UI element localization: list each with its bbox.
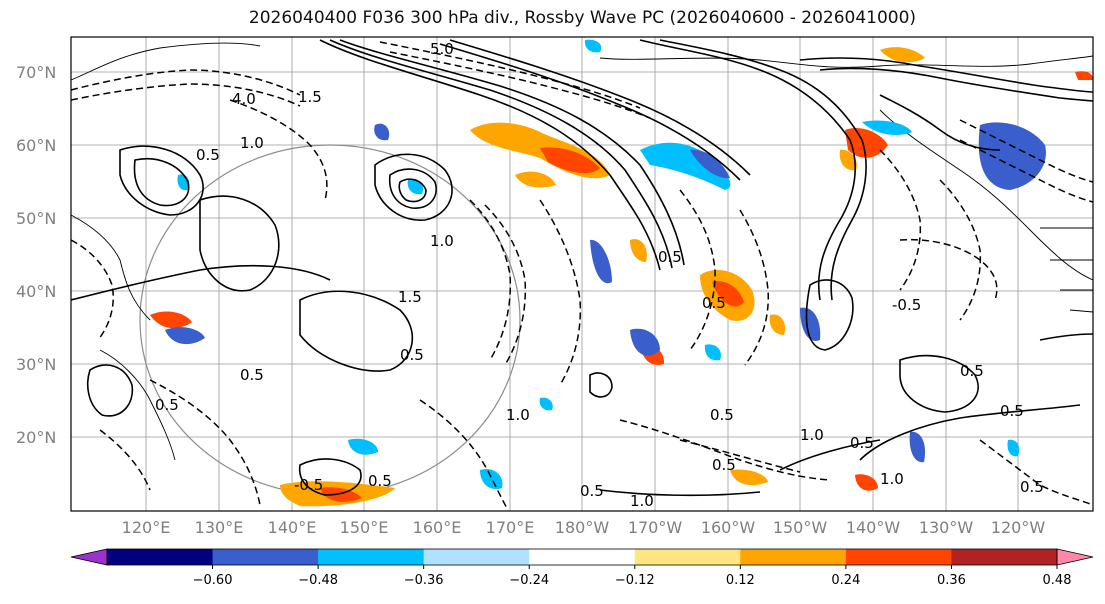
lat-label: 30°N — [16, 355, 56, 374]
contour-label: 1.0 — [506, 406, 530, 424]
contour-label: 1.0 — [630, 492, 654, 510]
lat-label: 70°N — [16, 63, 56, 82]
dashed-contours — [71, 41, 1093, 511]
contour-label: 0.5 — [580, 482, 604, 500]
lat-label: 60°N — [16, 136, 56, 155]
colorbar-swatch — [107, 549, 214, 565]
lon-label: 160°W — [701, 518, 756, 537]
latitude-labels: 70°N 60°N 50°N 40°N 30°N 20°N — [16, 63, 56, 447]
colorbar-swatch — [845, 549, 952, 565]
contour-label: 0.5 — [155, 396, 179, 414]
colorbar-swatch — [740, 549, 847, 565]
colorbar-tick-label: 0.12 — [726, 573, 755, 588]
contour-label: 0.5 — [368, 472, 392, 490]
lat-label: 20°N — [16, 428, 56, 447]
solid-contours — [71, 39, 1093, 497]
colorbar-swatch — [212, 549, 319, 565]
lon-label: 140°W — [846, 518, 901, 537]
contour-label: 0.5 — [400, 346, 424, 364]
colorbar-tick-label: 0.48 — [1043, 573, 1072, 588]
contour-label: 0.5 — [240, 366, 264, 384]
colorbar-swatch — [634, 549, 741, 565]
contour-label: 1.0 — [880, 470, 904, 488]
plot-frame — [70, 36, 1094, 512]
lon-label: 170°E — [486, 518, 535, 537]
longitude-labels: 120°E 130°E 140°E 150°E 160°E 170°E 180°… — [122, 518, 1046, 537]
contour-label: 1.0 — [240, 134, 264, 152]
contour-label: 0.5 — [960, 362, 984, 380]
contour-label: 5.0 — [430, 40, 454, 58]
lon-label: 180°W — [555, 518, 610, 537]
lat-label: 50°N — [16, 209, 56, 228]
coastlines — [71, 42, 1093, 461]
lon-label: 130°E — [195, 518, 244, 537]
colorbar-swatch — [529, 549, 636, 565]
contour-label: 0.5 — [1020, 478, 1044, 496]
lat-label: 40°N — [16, 282, 56, 301]
contour-label: 0.5 — [196, 146, 220, 164]
contour-label: 1.5 — [398, 288, 422, 306]
contour-label: 1.0 — [800, 426, 824, 444]
lon-label: 150°W — [773, 518, 828, 537]
lon-label: 120°W — [991, 518, 1046, 537]
lon-label: 170°W — [628, 518, 683, 537]
contour-label: 0.5 — [710, 406, 734, 424]
contour-label: 4.0 — [232, 90, 256, 108]
lon-label: 150°E — [340, 518, 389, 537]
colorbar-swatch — [951, 549, 1058, 565]
colorbar-extend-high — [1056, 548, 1094, 566]
colorbar-tick-label: 0.36 — [937, 573, 966, 588]
graticule — [71, 37, 1093, 511]
colorbar-tick-label: −0.24 — [509, 573, 549, 588]
contour-label: -0.5 — [294, 476, 323, 494]
contour-label: 1.5 — [298, 88, 322, 106]
contour-label: 1.0 — [430, 232, 454, 250]
contour-label: -0.5 — [892, 296, 921, 314]
colorbar-extend-low — [70, 548, 108, 566]
contour-label: 0.5 — [1000, 402, 1024, 420]
contour-label: 0.5 — [850, 434, 874, 452]
lon-label: 130°W — [919, 518, 974, 537]
colorbar-tick-label: 0.24 — [831, 573, 860, 588]
colorbar — [70, 548, 1094, 569]
contour-label: 0.5 — [712, 456, 736, 474]
contour-label: 0.5 — [702, 294, 726, 312]
lon-label: 160°E — [413, 518, 462, 537]
map-title: 2026040400 F036 300 hPa div., Rossby Wav… — [248, 8, 917, 28]
colorbar-tick-label: −0.12 — [615, 573, 655, 588]
lon-label: 120°E — [122, 518, 171, 537]
contour-label: 0.5 — [658, 248, 682, 266]
colorbar-swatch — [318, 549, 425, 565]
colorbar-frame — [106, 548, 1058, 566]
contour-labels: 5.0 4.0 1.5 1.0 0.5 1.5 0.5 1.0 0.5 -0.5… — [155, 40, 1044, 510]
colorbar-labels: −0.60 −0.48 −0.36 −0.24 −0.12 0.12 0.24 0.36 0.4… — [193, 573, 1072, 588]
colorbar-tick-label: −0.36 — [404, 573, 444, 588]
colorbar-tick-label: −0.60 — [193, 573, 233, 588]
colorbar-swatch — [423, 549, 530, 565]
colorbar-tick-label: −0.48 — [298, 573, 338, 588]
lon-label: 140°E — [268, 518, 317, 537]
